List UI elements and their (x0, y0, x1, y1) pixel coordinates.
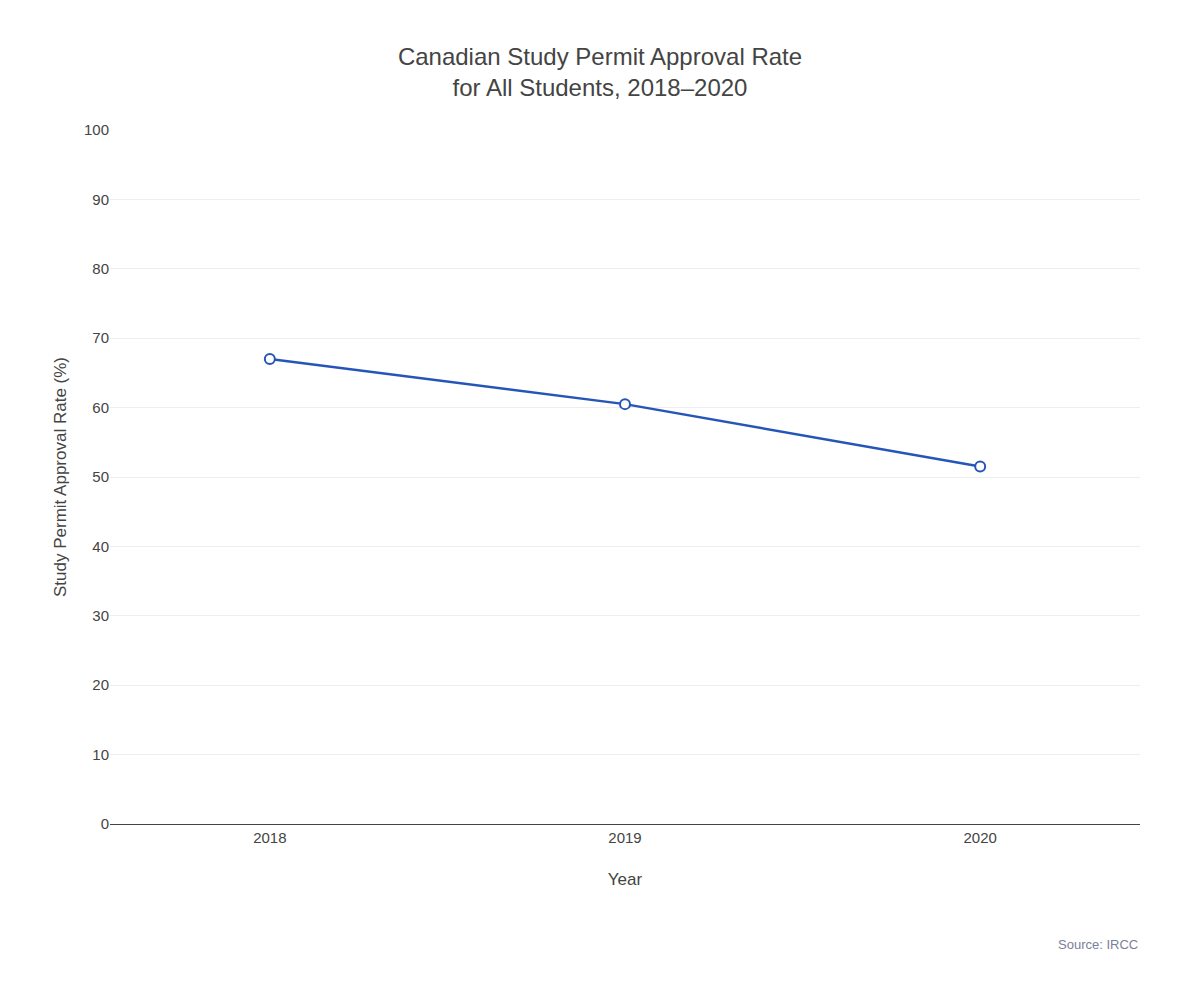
svg-text:20: 20 (92, 676, 109, 693)
svg-text:Year: Year (608, 870, 643, 889)
svg-text:90: 90 (92, 191, 109, 208)
svg-text:100: 100 (84, 121, 109, 138)
svg-text:10: 10 (92, 746, 109, 763)
svg-text:60: 60 (92, 399, 109, 416)
svg-text:30: 30 (92, 607, 109, 624)
svg-text:Source: IRCC: Source: IRCC (1058, 937, 1138, 952)
svg-text:2019: 2019 (608, 829, 641, 846)
svg-text:2020: 2020 (963, 829, 996, 846)
svg-text:0: 0 (101, 815, 109, 832)
svg-text:2018: 2018 (253, 829, 286, 846)
svg-text:80: 80 (92, 260, 109, 277)
svg-text:70: 70 (92, 329, 109, 346)
svg-text:40: 40 (92, 538, 109, 555)
svg-text:Canadian Study Permit Approval: Canadian Study Permit Approval Ratefor A… (398, 43, 802, 101)
svg-text:50: 50 (92, 468, 109, 485)
svg-text:Study Permit Approval Rate (%): Study Permit Approval Rate (%) (51, 357, 70, 597)
